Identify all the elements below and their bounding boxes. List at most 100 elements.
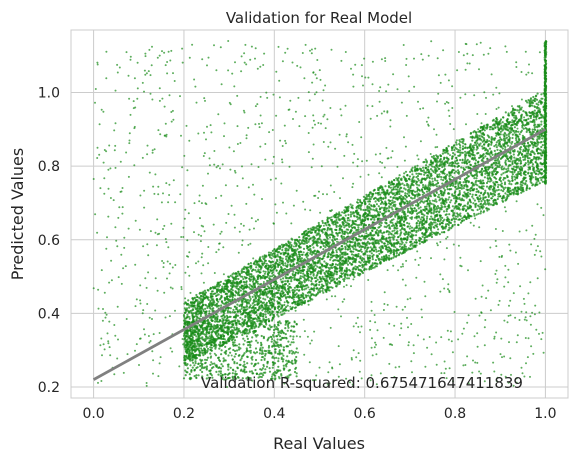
scatter-point <box>235 275 237 277</box>
scatter-point <box>534 98 536 100</box>
scatter-point <box>472 153 474 155</box>
scatter-point <box>485 203 487 205</box>
scatter-point <box>314 277 316 279</box>
scatter-point <box>277 251 279 253</box>
scatter-point <box>323 278 325 280</box>
scatter-point <box>200 299 202 301</box>
scatter-point <box>540 93 542 95</box>
scatter-point <box>318 270 320 272</box>
scatter-point <box>470 143 472 145</box>
scatter-point <box>246 322 248 324</box>
scatter-point <box>367 214 369 216</box>
scatter-point <box>476 142 478 144</box>
scatter-point <box>517 171 519 173</box>
scatter-point <box>396 220 398 222</box>
scatter-point <box>344 270 346 272</box>
scatter-point <box>425 164 427 166</box>
scatter-point <box>496 189 498 191</box>
scatter-point <box>382 197 384 199</box>
scatter-point <box>497 186 499 188</box>
scatter-point <box>200 347 202 349</box>
scatter-point <box>312 242 314 244</box>
scatter-point <box>410 248 412 250</box>
scatter-point <box>300 277 302 279</box>
scatter-point <box>363 235 365 237</box>
scatter-point <box>411 218 413 220</box>
scatter-point <box>204 327 206 329</box>
scatter-point <box>537 136 539 138</box>
scatter-point <box>490 156 492 158</box>
scatter-point <box>264 311 266 313</box>
scatter-point <box>452 224 454 226</box>
scatter-point <box>191 297 193 299</box>
scatter-point <box>198 317 200 319</box>
scatter-point <box>399 229 401 231</box>
scatter-point <box>391 207 393 209</box>
scatter-point <box>270 267 272 269</box>
scatter-point <box>509 128 511 130</box>
scatter-point <box>515 159 517 161</box>
scatter-point <box>255 298 257 300</box>
scatter-point <box>341 252 343 254</box>
scatter-point <box>283 244 285 246</box>
scatter-point <box>436 180 438 182</box>
scatter-point <box>239 317 241 319</box>
scatter-point <box>447 208 449 210</box>
scatter-point <box>376 229 378 231</box>
scatter-point <box>312 229 314 231</box>
scatter-point <box>415 209 417 211</box>
scatter-point <box>509 156 511 158</box>
scatter-point <box>459 147 461 149</box>
scatter-point <box>529 131 531 133</box>
scatter-point <box>504 177 506 179</box>
scatter-point <box>352 261 354 263</box>
scatter-point <box>505 159 507 161</box>
scatter-point <box>319 260 321 262</box>
scatter-point <box>529 112 531 114</box>
scatter-point <box>274 265 276 267</box>
scatter-point <box>280 308 282 310</box>
scatter-point <box>409 175 411 177</box>
scatter-point <box>433 171 435 173</box>
scatter-point <box>486 186 488 188</box>
scatter-point <box>234 294 236 296</box>
scatter-point <box>484 176 486 178</box>
scatter-point <box>264 314 266 316</box>
scatter-point <box>514 126 516 128</box>
scatter-point <box>365 194 367 196</box>
scatter-point <box>248 278 250 280</box>
scatter-point <box>298 290 300 292</box>
scatter-point <box>380 230 382 232</box>
scatter-point <box>281 310 283 312</box>
scatter-point <box>274 306 276 308</box>
scatter-point <box>296 296 298 298</box>
scatter-point <box>353 248 355 250</box>
scatter-point <box>296 289 298 291</box>
scatter-point <box>391 189 393 191</box>
scatter-point <box>452 183 454 185</box>
scatter-point <box>281 281 283 283</box>
scatter-point <box>529 154 531 156</box>
scatter-point <box>430 229 432 231</box>
scatter-point <box>220 338 222 340</box>
scatter-point <box>433 200 435 202</box>
scatter-point <box>488 194 490 196</box>
scatter-point <box>407 208 409 210</box>
scatter-point <box>508 165 510 167</box>
scatter-point <box>388 224 390 226</box>
scatter-point <box>436 192 438 194</box>
scatter-point <box>355 248 357 250</box>
scatter-point <box>298 255 300 257</box>
scatter-point <box>492 124 494 126</box>
scatter-point <box>503 136 505 138</box>
scatter-point <box>270 261 272 263</box>
scatter-point <box>375 259 377 261</box>
scatter-point <box>209 335 211 337</box>
scatter-point <box>410 197 412 199</box>
scatter-point <box>511 141 513 143</box>
scatter-point <box>515 169 517 171</box>
scatter-point <box>532 129 534 131</box>
scatter-point <box>375 265 377 267</box>
scatter-point <box>323 255 325 257</box>
scatter-point <box>267 264 269 266</box>
